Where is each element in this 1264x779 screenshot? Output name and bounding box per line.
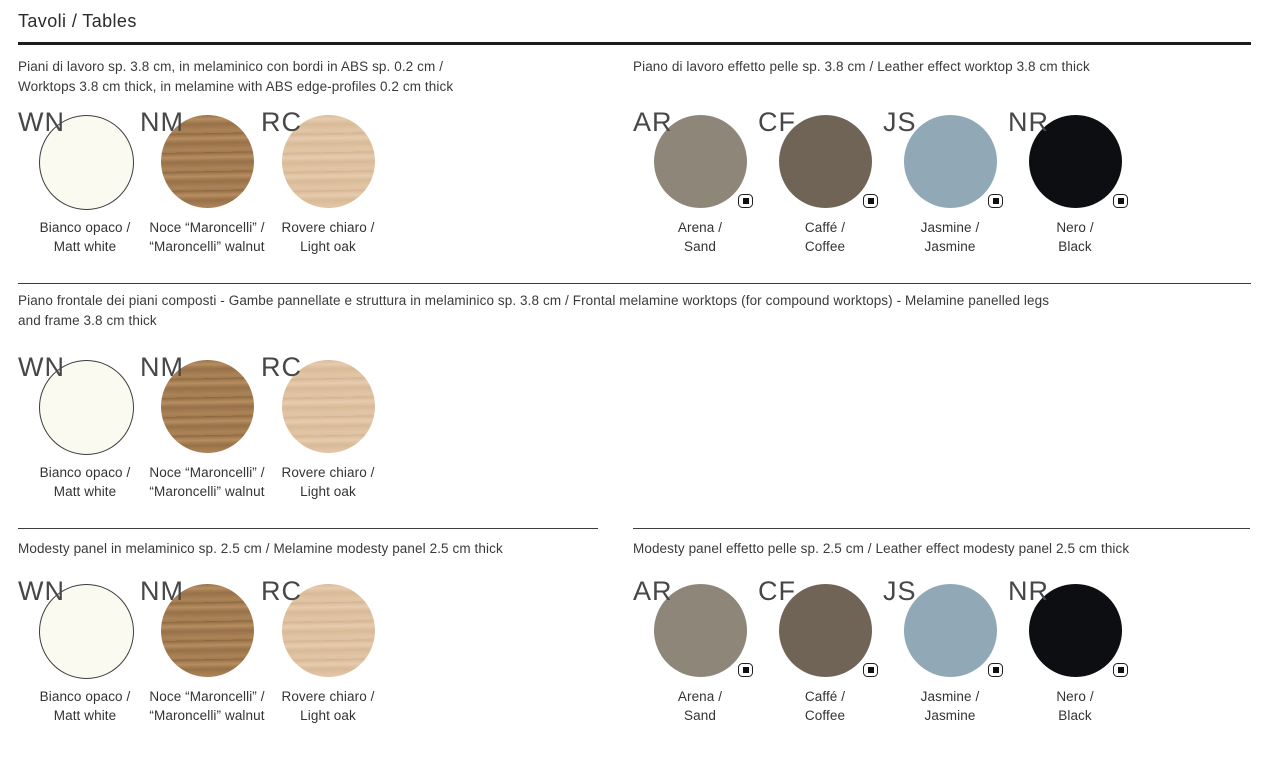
finish-swatch-ar: AR Arena / Sand — [633, 576, 793, 731]
finish-swatch-nr: NR Nero / Black — [1008, 107, 1168, 262]
section-heading-worktops-melamine: Piani di lavoro sp. 3.8 cm, in melaminic… — [18, 59, 454, 94]
finish-label: Arena / Sand — [677, 689, 723, 724]
finish-label: Bianco opaco / Matt white — [39, 689, 131, 724]
leather-effect-icon — [1113, 663, 1128, 677]
leather-effect-icon — [988, 194, 1003, 208]
section-divider — [18, 283, 1251, 284]
finish-code: CF — [758, 576, 796, 606]
finish-label: Bianco opaco / Matt white — [39, 465, 131, 500]
finish-label: Rovere chiaro / Light oak — [281, 465, 375, 500]
section-divider-right — [633, 528, 1250, 529]
finish-swatch-rc: RC Rovere chiaro / Light oak — [261, 352, 421, 507]
finish-circle-nm — [161, 584, 254, 677]
finish-circle-ar — [654, 115, 747, 208]
finish-swatch-js: JS Jasmine / Jasmine — [883, 107, 1043, 262]
finish-circle-cf — [779, 115, 872, 208]
section-heading-modesty-leather: Modesty panel effetto pelle sp. 2.5 cm /… — [633, 541, 1130, 556]
finish-swatch-nm: NM Noce “Maroncelli” / “Maroncelli” waln… — [140, 107, 300, 262]
finish-label: Caffé / Coffee — [804, 220, 846, 255]
swatch-row-modesty-panels: WN Bianco opaco / Matt white NM Noce “Ma… — [0, 576, 1264, 731]
finish-label: Bianco opaco / Matt white — [39, 220, 131, 255]
finish-code: WN — [18, 107, 65, 137]
leather-effect-icon — [863, 194, 878, 208]
finish-circle-ar — [654, 584, 747, 677]
section-heading-modesty-melamine: Modesty panel in melaminico sp. 2.5 cm /… — [18, 541, 503, 556]
finish-code: WN — [18, 352, 65, 382]
leather-effect-icon — [988, 663, 1003, 677]
finish-swatch-nm: NM Noce “Maroncelli” / “Maroncelli” waln… — [140, 576, 300, 731]
finish-circle-wn — [39, 360, 134, 455]
finish-code: WN — [18, 576, 65, 606]
section-heading-frontal-panels: Piano frontale dei piani composti - Gamb… — [18, 293, 1050, 328]
finish-circle-rc — [282, 115, 375, 208]
finish-label: Jasmine / Jasmine — [920, 689, 980, 724]
finish-circle-js — [904, 115, 997, 208]
finish-code: RC — [261, 352, 302, 382]
finish-swatch-rc: RC Rovere chiaro / Light oak — [261, 107, 421, 262]
finish-circle-nr — [1029, 584, 1122, 677]
finish-code: RC — [261, 576, 302, 606]
finish-label: Rovere chiaro / Light oak — [281, 689, 375, 724]
finish-code: CF — [758, 107, 796, 137]
finish-label: Noce “Maroncelli” / “Maroncelli” walnut — [149, 689, 265, 724]
finish-circle-nm — [161, 360, 254, 453]
finish-code: NM — [140, 576, 184, 606]
finish-code: NR — [1008, 107, 1049, 137]
finish-swatch-cf: CF Caffé / Coffee — [758, 576, 918, 731]
finish-circle-cf — [779, 584, 872, 677]
finish-circle-rc — [282, 584, 375, 677]
swatch-row-frontal-panels: WN Bianco opaco / Matt white NM Noce “Ma… — [0, 352, 1264, 507]
finish-circle-rc — [282, 360, 375, 453]
finish-swatch-ar: AR Arena / Sand — [633, 107, 793, 262]
finish-label: Noce “Maroncelli” / “Maroncelli” walnut — [149, 465, 265, 500]
finish-label: Arena / Sand — [677, 220, 723, 255]
finish-swatch-js: JS Jasmine / Jasmine — [883, 576, 1043, 731]
finish-swatch-wn: WN Bianco opaco / Matt white — [18, 576, 178, 731]
swatch-row-worktops: WN Bianco opaco / Matt white NM Noce “Ma… — [0, 107, 1264, 262]
section-heading-worktops-leather: Piano di lavoro effetto pelle sp. 3.8 cm… — [633, 59, 1090, 74]
finish-circle-js — [904, 584, 997, 677]
finish-label: Nero / Black — [1056, 220, 1094, 255]
leather-effect-icon — [863, 663, 878, 677]
finish-label: Rovere chiaro / Light oak — [281, 220, 375, 255]
leather-effect-icon — [738, 663, 753, 677]
finish-swatch-cf: CF Caffé / Coffee — [758, 107, 918, 262]
section-divider-left — [18, 528, 598, 529]
finish-code: NM — [140, 107, 184, 137]
finish-label: Nero / Black — [1056, 689, 1094, 724]
finish-code: JS — [883, 107, 917, 137]
leather-effect-icon — [1113, 194, 1128, 208]
finish-circle-nm — [161, 115, 254, 208]
finish-swatch-wn: WN Bianco opaco / Matt white — [18, 352, 178, 507]
finish-label: Jasmine / Jasmine — [920, 220, 980, 255]
finish-code: JS — [883, 576, 917, 606]
finish-label: Noce “Maroncelli” / “Maroncelli” walnut — [149, 220, 265, 255]
finish-swatch-nr: NR Nero / Black — [1008, 576, 1168, 731]
finish-code: AR — [633, 107, 673, 137]
finish-swatch-rc: RC Rovere chiaro / Light oak — [261, 576, 421, 731]
finish-code: NM — [140, 352, 184, 382]
finish-circle-wn — [39, 115, 134, 210]
finish-circle-nr — [1029, 115, 1122, 208]
finish-code: NR — [1008, 576, 1049, 606]
finish-swatch-nm: NM Noce “Maroncelli” / “Maroncelli” waln… — [140, 352, 300, 507]
finish-code: RC — [261, 107, 302, 137]
finish-swatch-wn: WN Bianco opaco / Matt white — [18, 107, 178, 262]
leather-effect-icon — [738, 194, 753, 208]
finish-code: AR — [633, 576, 673, 606]
finish-circle-wn — [39, 584, 134, 679]
finish-label: Caffé / Coffee — [804, 689, 846, 724]
page-title: Tavoli / Tables — [18, 11, 137, 31]
title-rule — [18, 42, 1251, 45]
